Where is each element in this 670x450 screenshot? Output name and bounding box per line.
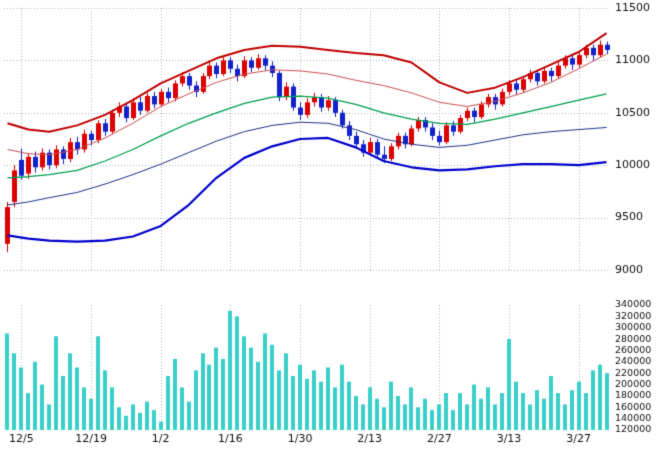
stock-chart [0, 0, 670, 450]
candlestick-volume-chart-canvas [0, 0, 670, 450]
